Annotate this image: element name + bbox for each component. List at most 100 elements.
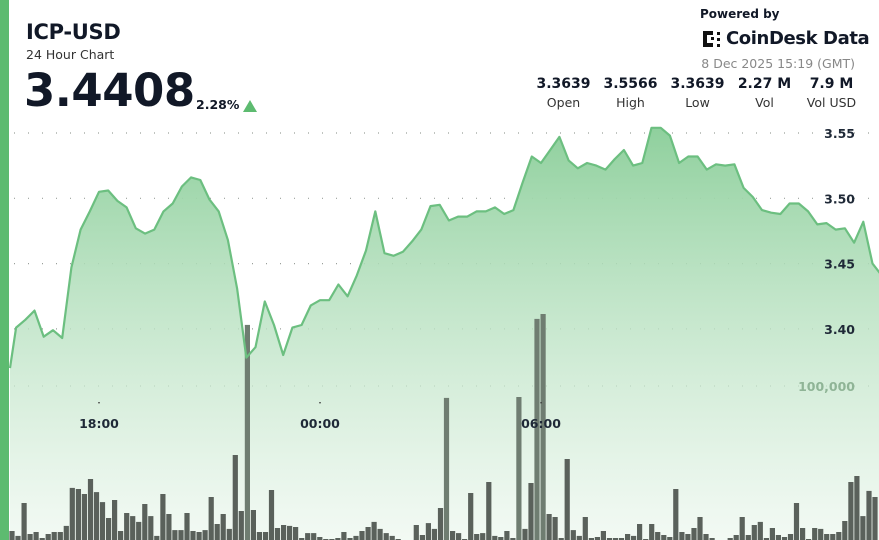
volume-bar [172,530,178,540]
volume-bar [528,483,534,540]
x-tick-label: 00:00 [300,416,340,431]
volume-bar [673,489,679,540]
volume-bar [830,534,836,540]
volume-bar [661,535,667,540]
volume-bar [112,500,118,540]
volume-bar [594,537,600,540]
volume-bar [208,497,214,540]
volume-bar [293,527,299,540]
volume-bar [124,513,130,540]
volume-bar [377,528,383,540]
y-tick-label: 3.50 [824,191,855,206]
volume-bar [757,521,763,540]
volume-bar [510,538,516,540]
volume-bar [160,494,166,540]
volume-bar [606,538,613,540]
volume-bar [685,534,691,540]
volume-bar [800,528,806,540]
volume-bar [63,525,69,540]
stat-value: 3.3639 [536,76,591,92]
volume-bar [818,528,824,540]
volume-bar [637,524,643,540]
volume-tick-label: 100,000 [798,379,855,394]
volume-bar [733,535,739,540]
volume-bar [178,530,184,540]
volume-bar [866,490,872,540]
volume-bar [87,479,94,540]
volume-bar [365,527,371,540]
stat-label: Open [546,95,581,110]
stat-open: 3.3639 Open [530,76,597,110]
volume-bar [431,528,437,540]
volume-bar [232,455,238,540]
volume-bar [220,514,226,540]
accent-bar [0,0,9,540]
volume-bar [848,482,854,540]
volume-bar [600,531,606,540]
volume-bar [739,517,745,540]
volume-bar [93,492,100,540]
volume-bar [166,514,172,540]
volume-bar [842,521,848,540]
volume-bar [697,517,703,540]
volume-bar [425,523,431,540]
volume-bar [679,532,685,540]
volume-bar [299,538,305,540]
timestamp: 8 Dec 2025 15:19 (GMT) [701,56,855,71]
up-arrow-icon [243,100,257,112]
volume-bar [456,533,462,540]
volume-bar [582,517,588,540]
volume-bar [148,516,154,540]
stat-value: 2.27 M [737,76,792,92]
volume-bar [317,537,323,540]
volume-bar [81,494,87,540]
volume-bar [214,524,220,540]
volume-bar [413,525,419,540]
volume-bar [347,538,353,540]
volume-bar [872,497,878,540]
volume-bar [824,534,830,540]
volume-bar [812,528,818,540]
volume-bar [474,534,480,540]
volume-bar [371,521,377,540]
stat-low: 3.3639 Low [664,76,731,110]
stat-value: 7.9 M [809,76,854,92]
volume-bar [703,534,709,540]
powered-by-label: Powered by [700,7,780,21]
volume-bar [486,482,492,540]
volume-bar [21,503,27,540]
volume-bar [281,525,287,540]
y-tick-label: 3.55 [824,126,855,141]
volume-bar [775,535,781,540]
volume-bar [793,503,800,540]
price-area [10,127,879,540]
volume-bar [27,534,33,540]
volume-bar [618,538,625,540]
current-price: 3.4408 [24,64,195,117]
volume-bar [787,534,794,540]
volume-bar [106,518,112,540]
y-tick-label: 3.40 [824,322,855,337]
volume-bar [769,528,775,540]
volume-bar [860,516,866,540]
stat-label: Vol [755,95,774,110]
volume-bar [9,531,15,540]
volume-bar [745,535,751,540]
brand-name: CoinDesk Data [726,28,870,49]
volume-bar [552,517,558,540]
stats-row: 3.3639 Open 3.5566 High 3.3639 Low 2.27 M Vo… [530,76,865,110]
stat-label: High [616,95,645,110]
volume-bar [612,538,619,540]
price-line [8,126,879,369]
volume-bar [142,504,148,540]
volume-bar [522,528,528,540]
volume-bar [45,534,51,540]
volume-bar [534,318,540,540]
volume-bar [498,537,504,540]
volume-bar [727,538,733,540]
volume-bar [335,538,341,540]
volume-bar [15,535,21,540]
volume-bar [546,514,552,540]
volume-bar [256,532,262,540]
